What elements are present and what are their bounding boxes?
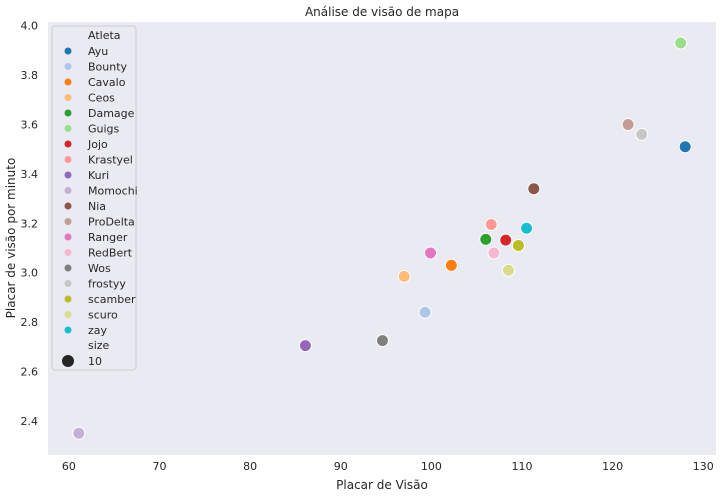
legend-label-guigs: Guigs [88,123,120,136]
plot-area [48,22,716,455]
legend-label-krastyel: Krastyel [88,154,133,167]
legend-label-scamber: scamber [88,293,136,306]
legend-marker-krastyel [64,156,72,163]
chart-title: Análise de visão de mapa [305,5,459,19]
data-points [72,36,692,440]
legend-marker-scamber [64,295,72,303]
y-tick-label: 3.8 [21,69,39,82]
y-tick-label: 3.2 [21,217,39,230]
x-tick-label: 90 [334,460,348,473]
legend-label-kuri: Kuri [88,169,109,182]
legend-marker-scuro [64,311,72,318]
legend-marker-prodelta [64,218,72,225]
legend-marker-kuri [64,171,72,179]
x-tick-labels: 60 70 80 90 100 110 120 130 [62,460,714,473]
x-tick-label: 60 [62,460,76,473]
legend-label-redbert: RedBert [88,247,133,260]
legend-size-value: 10 [88,355,102,368]
y-axis-title: Placar de visão por minuto [4,158,18,319]
legend-marker-jojo [64,140,72,148]
y-tick-label: 3.0 [21,267,39,280]
data-point-momochi [72,426,86,440]
legend-size-title: size [88,339,110,352]
legend-marker-cavalo [64,78,72,86]
y-tick-labels: 2.4 2.6 2.8 3.0 3.2 3.4 3.6 3.8 4.0 [21,20,39,428]
x-tick-label: 110 [512,460,533,473]
data-point-frostyy [635,127,649,141]
x-tick-label: 120 [602,460,623,473]
legend-label-scuro: scuro [88,309,118,322]
data-point-krastyel [484,218,498,232]
y-tick-label: 2.8 [21,316,39,329]
legend-label-prodelta: ProDelta [88,216,135,229]
x-tick-label: 100 [421,460,442,473]
legend-marker-redbert [64,249,72,256]
x-axis-title: Placar de Visão [336,478,428,492]
data-point-zay [520,221,534,235]
x-tick-label: 80 [243,460,257,473]
legend-marker-bounty [64,63,72,70]
data-point-bounty [418,305,432,319]
legend-hue-title: Atleta [88,29,121,42]
legend-items: Ayu Bounty Cavalo Ceos Damage Guigs Jojo Krasty… [64,45,138,337]
legend-marker-frostyy [64,280,72,287]
legend-marker-ceos [64,94,72,101]
y-tick-label: 3.4 [21,168,39,181]
legend-marker-guigs [64,125,72,132]
data-point-guigs [674,36,688,50]
legend-marker-ranger [64,233,72,241]
data-point-cavalo [444,258,458,272]
legend-label-ayu: Ayu [88,45,108,58]
legend-marker-nia [64,202,72,210]
legend-label-wos: Wos [88,262,111,275]
data-point-prodelta [621,118,635,132]
x-tick-label: 70 [152,460,166,473]
data-point-ceos [397,269,411,283]
data-point-ayu [678,140,692,154]
legend-label-ceos: Ceos [88,92,115,105]
y-tick-label: 4.0 [21,20,39,33]
y-tick-label: 2.6 [21,366,39,379]
legend-marker-ayu [64,47,72,55]
legend-label-damage: Damage [88,107,135,120]
y-tick-label: 3.6 [21,119,39,132]
legend-label-jojo: Jojo [87,138,108,151]
legend-box [51,25,137,371]
data-point-scuro [501,263,515,277]
legend-label-cavalo: Cavalo [88,76,126,89]
legend-label-momochi: Momochi [88,185,138,198]
legend-size-marker [62,355,74,367]
legend-label-frostyy: frostyy [88,278,126,291]
legend: Atleta Ayu Bounty Cavalo Ceos Damage Guigs Joj… [51,25,138,371]
data-point-kuri [298,339,312,353]
y-tick-label: 2.4 [21,415,39,428]
data-point-nia [527,182,541,196]
data-point-damage [479,232,493,246]
data-point-redbert [487,246,501,260]
legend-label-nia: Nia [88,200,106,213]
data-point-ranger [423,246,437,260]
legend-label-zay: zay [88,324,108,337]
legend-label-bounty: Bounty [88,61,128,74]
data-point-jojo [499,233,513,247]
legend-marker-wos [64,264,72,272]
data-point-scamber [511,239,525,253]
legend-label-ranger: Ranger [88,231,128,244]
legend-marker-damage [64,109,72,117]
data-point-wos [375,334,389,348]
x-tick-label: 130 [693,460,714,473]
legend-marker-zay [64,326,72,334]
legend-marker-momochi [64,187,72,194]
